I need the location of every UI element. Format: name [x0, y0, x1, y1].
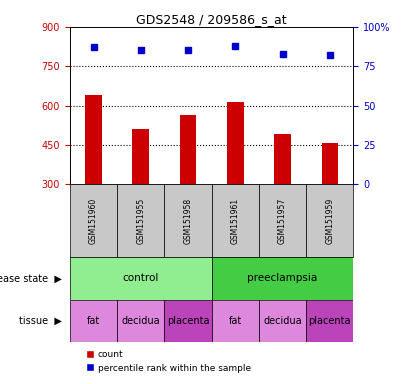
Text: GSM151958: GSM151958: [184, 198, 192, 244]
Bar: [164, 184, 212, 257]
Bar: [212, 257, 353, 300]
Bar: [70, 300, 117, 342]
Bar: [85, 95, 102, 184]
Text: decidua: decidua: [263, 316, 302, 326]
Text: decidua: decidua: [122, 316, 160, 326]
Bar: [132, 129, 149, 184]
Bar: [117, 184, 164, 257]
Bar: [164, 300, 212, 342]
Text: fat: fat: [229, 316, 242, 326]
Text: control: control: [122, 273, 159, 283]
Bar: [259, 300, 306, 342]
Text: preeclampsia: preeclampsia: [247, 273, 318, 283]
Bar: [180, 115, 196, 184]
Legend: count, percentile rank within the sample: count, percentile rank within the sample: [87, 350, 251, 372]
Bar: [306, 300, 353, 342]
Bar: [259, 184, 306, 257]
Text: placenta: placenta: [167, 316, 209, 326]
Bar: [70, 184, 117, 257]
Text: fat: fat: [87, 316, 100, 326]
Text: GSM151961: GSM151961: [231, 198, 240, 244]
Text: disease state  ▶: disease state ▶: [0, 273, 62, 283]
Bar: [227, 102, 244, 184]
Title: GDS2548 / 209586_s_at: GDS2548 / 209586_s_at: [136, 13, 287, 26]
Bar: [321, 143, 338, 184]
Text: GSM151957: GSM151957: [278, 198, 287, 244]
Bar: [212, 300, 259, 342]
Bar: [212, 184, 259, 257]
Bar: [274, 134, 291, 184]
Text: placenta: placenta: [309, 316, 351, 326]
Bar: [70, 257, 212, 300]
Bar: [117, 300, 164, 342]
Text: GSM151960: GSM151960: [89, 198, 98, 244]
Text: GSM151959: GSM151959: [326, 198, 334, 244]
Bar: [306, 184, 353, 257]
Text: GSM151955: GSM151955: [136, 198, 145, 244]
Text: tissue  ▶: tissue ▶: [19, 316, 62, 326]
